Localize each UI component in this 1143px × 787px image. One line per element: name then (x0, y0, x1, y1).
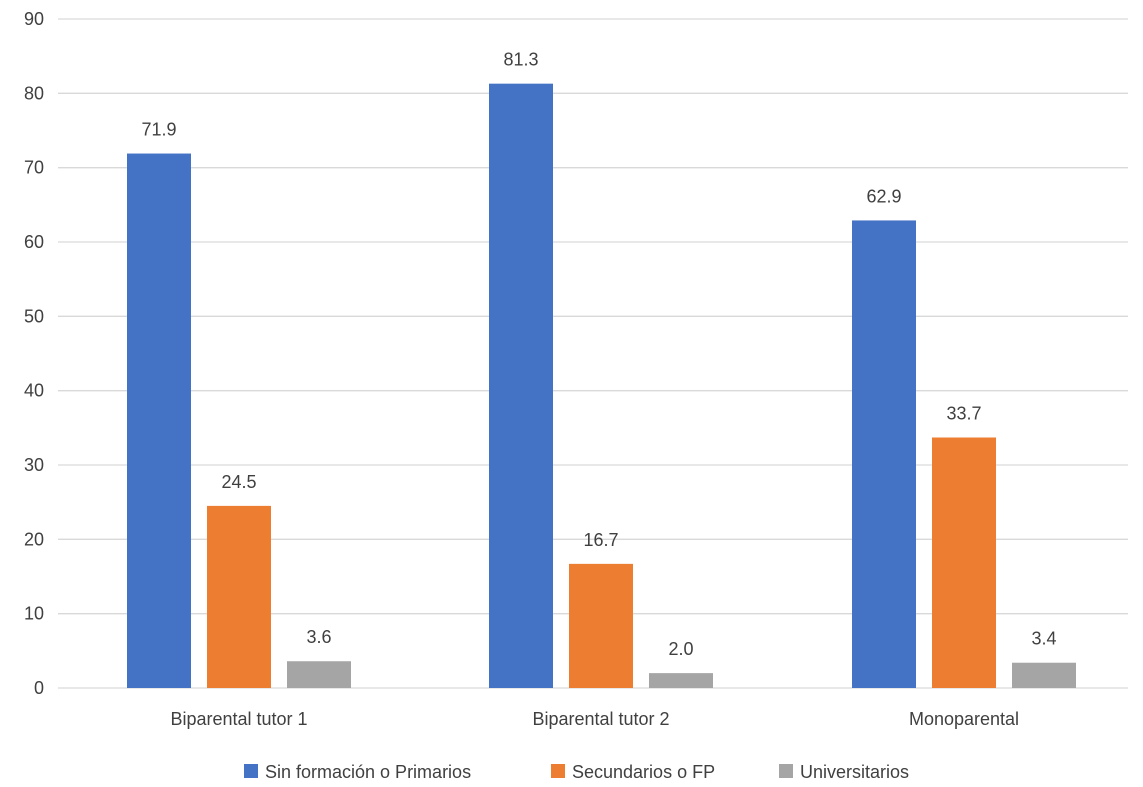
y-tick-label: 70 (24, 158, 44, 178)
bar-2-1 (207, 505, 271, 688)
data-label: 3.6 (306, 627, 331, 647)
x-category-label: Monoparental (909, 709, 1019, 729)
data-label: 3.4 (1031, 629, 1056, 649)
data-label: 62.9 (866, 186, 901, 206)
y-tick-label: 0 (34, 678, 44, 698)
bar-3-2 (649, 673, 713, 688)
legend-swatch (779, 764, 793, 778)
data-label: 24.5 (221, 472, 256, 492)
legend-label: Sin formación o Primarios (265, 762, 471, 782)
y-tick-label: 80 (24, 83, 44, 103)
bar-2-2 (569, 563, 633, 688)
y-tick-label: 90 (24, 9, 44, 29)
data-label: 2.0 (668, 639, 693, 659)
legend-label: Secundarios o FP (572, 762, 715, 782)
data-label: 16.7 (583, 530, 618, 550)
bar-3-3 (1012, 662, 1076, 688)
legend-label: Universitarios (800, 762, 909, 782)
y-axis-ticks: 0 10 20 30 40 50 60 70 80 90 (24, 9, 44, 698)
data-label: 33.7 (946, 403, 981, 423)
x-category-label: Biparental tutor 2 (532, 709, 669, 729)
bars (127, 83, 1076, 689)
y-tick-label: 60 (24, 232, 44, 252)
x-axis-categories: Biparental tutor 1 Biparental tutor 2 Mono… (170, 709, 1019, 729)
bar-3-1 (287, 661, 351, 688)
y-tick-label: 50 (24, 306, 44, 326)
bar-1-3 (852, 220, 916, 688)
legend: Sin formación o Primarios Secundarios o F… (244, 762, 909, 782)
data-label: 71.9 (141, 120, 176, 140)
y-tick-label: 30 (24, 455, 44, 475)
data-label: 81.3 (503, 50, 538, 70)
bar-1-1 (127, 153, 191, 688)
bar-2-3 (932, 437, 996, 688)
y-tick-label: 40 (24, 381, 44, 401)
legend-swatch (551, 764, 565, 778)
legend-swatch (244, 764, 258, 778)
bar-1-2 (489, 83, 553, 689)
y-tick-label: 10 (24, 604, 44, 624)
data-labels: 71.9 24.5 3.6 81.3 16.7 2.0 62.9 33.7 3.4 (141, 50, 1056, 659)
x-category-label: Biparental tutor 1 (170, 709, 307, 729)
y-tick-label: 20 (24, 529, 44, 549)
